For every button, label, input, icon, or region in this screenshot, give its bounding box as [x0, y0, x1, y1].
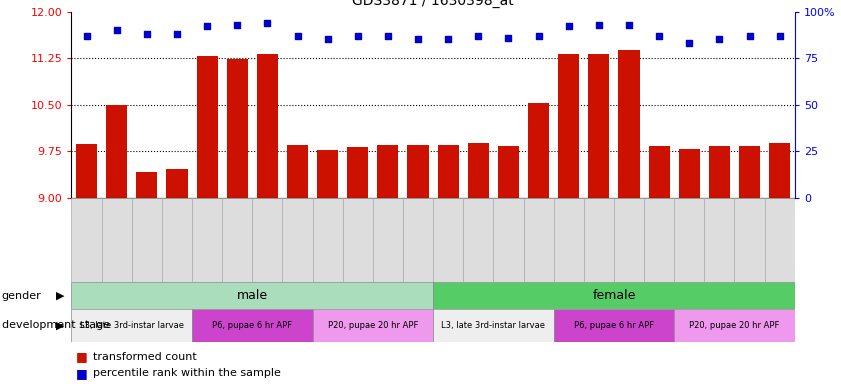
Point — [773, 33, 786, 39]
FancyBboxPatch shape — [71, 309, 192, 342]
Point — [140, 31, 154, 37]
Text: ▶: ▶ — [56, 291, 65, 301]
FancyBboxPatch shape — [222, 198, 252, 282]
Text: female: female — [592, 289, 636, 302]
FancyBboxPatch shape — [584, 198, 614, 282]
FancyBboxPatch shape — [283, 198, 313, 282]
Bar — [648, 146, 669, 198]
FancyBboxPatch shape — [523, 198, 553, 282]
Bar — [136, 172, 157, 198]
Title: GDS3871 / 1630398_at: GDS3871 / 1630398_at — [352, 0, 514, 8]
Bar — [197, 56, 218, 198]
FancyBboxPatch shape — [313, 309, 433, 342]
Point — [261, 20, 274, 26]
Bar — [227, 59, 248, 198]
Point — [80, 33, 93, 39]
FancyBboxPatch shape — [433, 198, 463, 282]
FancyBboxPatch shape — [764, 198, 795, 282]
Bar — [468, 143, 489, 198]
FancyBboxPatch shape — [71, 198, 102, 282]
Text: ■: ■ — [76, 367, 87, 380]
Bar — [347, 147, 368, 198]
FancyBboxPatch shape — [553, 309, 674, 342]
Text: P6, pupae 6 hr APF: P6, pupae 6 hr APF — [574, 321, 654, 330]
FancyBboxPatch shape — [192, 198, 222, 282]
Text: ▶: ▶ — [56, 320, 65, 331]
Bar — [106, 104, 127, 198]
Text: development stage: development stage — [2, 320, 110, 331]
Point — [592, 22, 606, 28]
Point — [502, 35, 516, 41]
Text: male: male — [236, 289, 268, 302]
FancyBboxPatch shape — [313, 198, 342, 282]
Text: percentile rank within the sample: percentile rank within the sample — [93, 368, 280, 379]
Point — [411, 36, 425, 43]
Point — [230, 22, 244, 28]
FancyBboxPatch shape — [161, 198, 192, 282]
Point — [200, 23, 214, 30]
Text: transformed count: transformed count — [93, 351, 196, 362]
Bar — [770, 143, 791, 198]
FancyBboxPatch shape — [192, 309, 313, 342]
Text: L3, late 3rd-instar larvae: L3, late 3rd-instar larvae — [80, 321, 183, 330]
FancyBboxPatch shape — [494, 198, 523, 282]
Bar — [378, 145, 399, 198]
Bar — [408, 145, 429, 198]
Bar — [167, 169, 188, 198]
Bar — [528, 103, 549, 198]
Point — [381, 33, 394, 39]
FancyBboxPatch shape — [71, 282, 433, 309]
Text: L3, late 3rd-instar larvae: L3, late 3rd-instar larvae — [442, 321, 545, 330]
Point — [683, 40, 696, 46]
FancyBboxPatch shape — [342, 198, 373, 282]
FancyBboxPatch shape — [373, 198, 403, 282]
Point — [442, 36, 455, 43]
Bar — [76, 144, 97, 198]
FancyBboxPatch shape — [252, 198, 283, 282]
Text: P20, pupae 20 hr APF: P20, pupae 20 hr APF — [328, 321, 418, 330]
FancyBboxPatch shape — [433, 309, 553, 342]
Bar — [679, 149, 700, 198]
Bar — [709, 146, 730, 198]
Point — [472, 33, 485, 39]
Bar — [257, 54, 278, 198]
Bar — [739, 146, 760, 198]
Point — [532, 33, 545, 39]
FancyBboxPatch shape — [674, 198, 704, 282]
FancyBboxPatch shape — [614, 198, 644, 282]
Bar — [618, 50, 639, 198]
Point — [653, 33, 666, 39]
Point — [562, 23, 575, 30]
FancyBboxPatch shape — [644, 198, 674, 282]
FancyBboxPatch shape — [553, 198, 584, 282]
Bar — [437, 145, 458, 198]
Bar — [498, 146, 519, 198]
Bar — [317, 150, 338, 198]
Point — [743, 33, 756, 39]
FancyBboxPatch shape — [463, 198, 494, 282]
FancyBboxPatch shape — [674, 309, 795, 342]
FancyBboxPatch shape — [433, 282, 795, 309]
Text: P6, pupae 6 hr APF: P6, pupae 6 hr APF — [212, 321, 293, 330]
Point — [321, 36, 335, 43]
Bar — [287, 145, 308, 198]
Text: gender: gender — [2, 291, 41, 301]
FancyBboxPatch shape — [704, 198, 734, 282]
FancyBboxPatch shape — [403, 198, 433, 282]
FancyBboxPatch shape — [132, 198, 161, 282]
Point — [622, 22, 636, 28]
Text: P20, pupae 20 hr APF: P20, pupae 20 hr APF — [690, 321, 780, 330]
Point — [351, 33, 364, 39]
Text: ■: ■ — [76, 350, 87, 363]
FancyBboxPatch shape — [102, 198, 132, 282]
Bar — [589, 54, 610, 198]
Bar — [558, 55, 579, 198]
Point — [170, 31, 183, 37]
Point — [291, 33, 304, 39]
Point — [110, 27, 124, 33]
FancyBboxPatch shape — [734, 198, 764, 282]
Point — [712, 36, 726, 43]
